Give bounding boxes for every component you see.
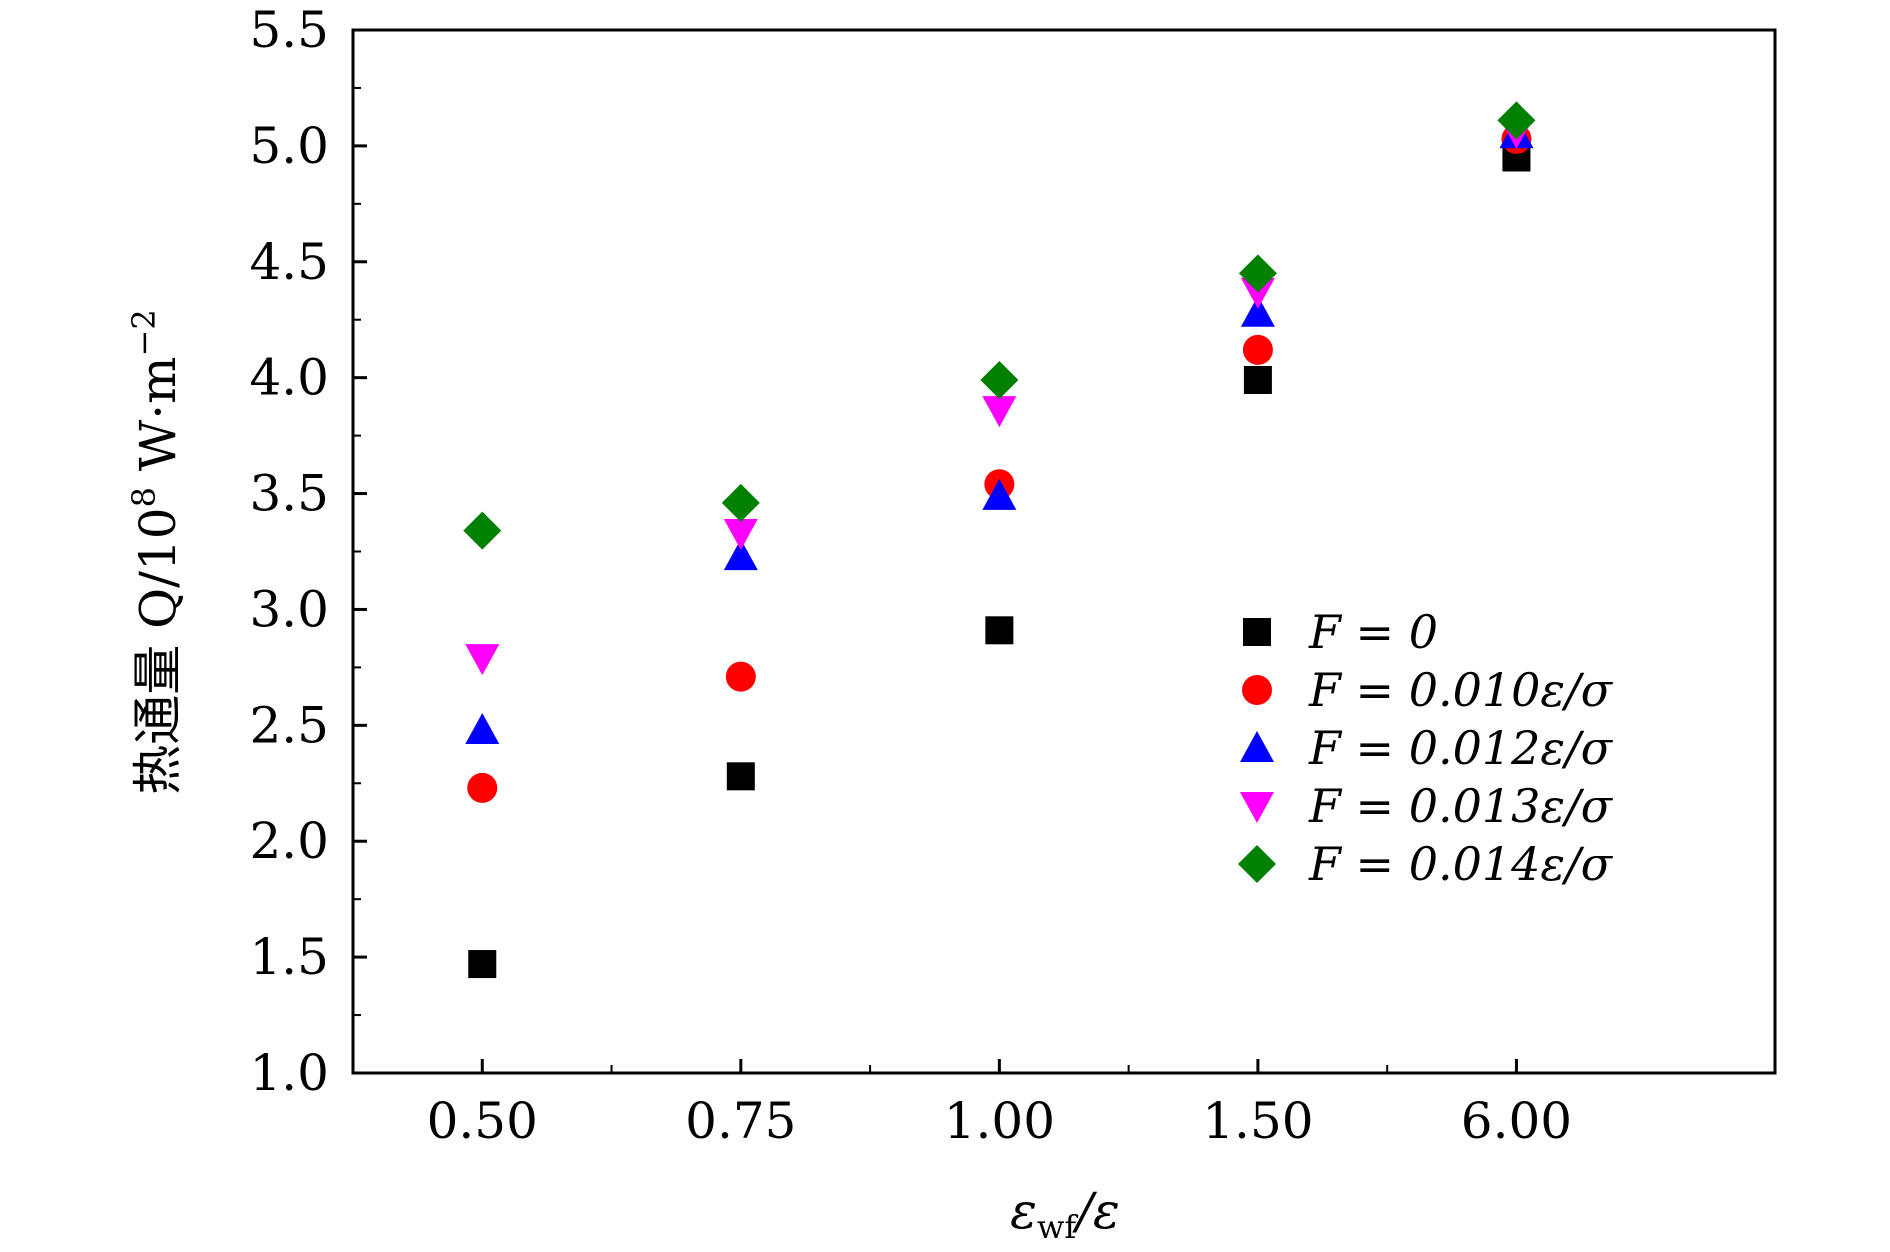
data-point-triangle-down (465, 644, 500, 676)
y-tick-label: 1.5 (249, 928, 329, 986)
legend: F = 0F = 0.010ε/σF = 0.012ε/σF = 0.013ε/… (1238, 605, 1614, 891)
data-point-diamond (1238, 254, 1277, 293)
y-tick-label: 3.0 (249, 580, 329, 638)
y-axis-title-unit: W·m (129, 356, 187, 487)
data-point-square (985, 616, 1014, 645)
x-tick-label: 1.50 (1202, 1092, 1313, 1150)
data-point-diamond (980, 360, 1019, 399)
y-tick-label: 5.0 (249, 117, 329, 175)
y-tick-label: 2.5 (249, 696, 329, 754)
y-tick-label: 5.5 (249, 1, 329, 59)
legend-label: F = 0.010ε/σ (1308, 663, 1614, 717)
x-tick-label: 0.50 (427, 1092, 538, 1150)
data-point-diamond (721, 483, 760, 522)
y-axis-title-exponent-1: 8 (125, 487, 163, 507)
x-tick-label: 0.75 (685, 1092, 796, 1150)
x-axis-title-tail: /ε (1072, 1182, 1120, 1240)
data-point-circle (725, 661, 756, 692)
x-tick-label: 1.00 (944, 1092, 1055, 1150)
data-point-circle (1242, 334, 1273, 365)
y-axis-title: 热通量 Q/108 W·m−2 (125, 309, 187, 794)
legend-marker-diamond (1238, 845, 1276, 883)
y-tick-label: 4.5 (249, 233, 329, 291)
x-axis-title-subscript: wf (1037, 1208, 1078, 1246)
x-axis-title-main: ε (1010, 1182, 1037, 1240)
y-tick-label: 4.0 (249, 349, 329, 407)
legend-label: F = 0 (1308, 605, 1438, 659)
data-point-triangle-down (982, 396, 1017, 428)
y-tick-label: 3.5 (249, 465, 329, 523)
y-tick-label: 2.0 (249, 812, 329, 870)
data-point-triangle-down (723, 518, 758, 550)
y-axis-title-main: 热通量 Q/10 (129, 507, 187, 794)
y-axis-title-exponent-2: −2 (125, 309, 163, 356)
y-tick-label: 1.0 (249, 1044, 329, 1102)
data-points (463, 101, 1536, 979)
data-point-square (468, 950, 497, 979)
legend-marker-triangle-down (1240, 792, 1274, 823)
data-point-triangle-up (723, 539, 758, 571)
legend-marker-triangle-up (1240, 731, 1274, 762)
data-point-triangle-up (465, 712, 500, 744)
x-axis-title: εwf/ε (1010, 1182, 1120, 1246)
legend-label: F = 0.012ε/σ (1308, 721, 1614, 775)
data-point-diamond (1497, 101, 1536, 140)
data-point-square (1243, 365, 1272, 394)
x-axis-ticks: 0.50 0.75 1.00 1.50 6.00 (427, 1059, 1572, 1150)
data-point-triangle-up (982, 478, 1017, 510)
data-point-triangle-down (1240, 277, 1275, 309)
x-tick-label: 6.00 (1461, 1092, 1572, 1150)
legend-label: F = 0.014ε/σ (1308, 837, 1614, 891)
data-point-diamond (463, 511, 502, 550)
data-point-triangle-up (1240, 295, 1275, 327)
data-point-square (726, 762, 755, 791)
legend-marker-circle (1242, 675, 1272, 705)
legend-label: F = 0.013ε/σ (1308, 779, 1614, 833)
y-axis-ticks: 1.0 1.5 2.0 2.5 3.0 3.5 4.0 4.5 5.0 5.5 (249, 1, 367, 1102)
data-point-circle (467, 772, 498, 803)
legend-marker-square (1243, 618, 1271, 646)
